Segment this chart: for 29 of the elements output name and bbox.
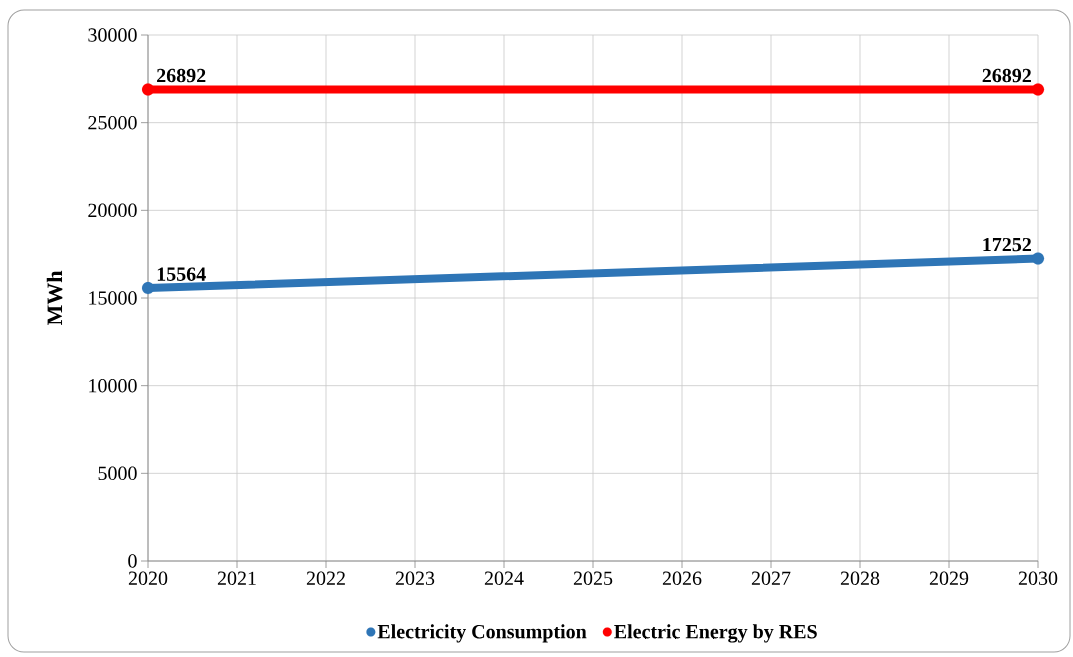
x-tick-label: 2020: [128, 571, 168, 586]
point: [141, 282, 155, 295]
x-tick-label: 2025: [573, 571, 613, 586]
data-label: 17252: [983, 237, 1031, 252]
data-label: 26892: [157, 68, 206, 83]
x-tick-label: 2026: [662, 571, 702, 586]
legend-label: Electric Energy by RES: [614, 624, 817, 643]
point: [1031, 83, 1045, 96]
y-tick-label: 5000: [98, 466, 137, 481]
y-tick-label: 15000: [89, 291, 137, 305]
y-tick-label: 30000: [88, 28, 137, 42]
y-tick-label: 0: [128, 554, 137, 568]
y-tick-label: 10000: [89, 378, 137, 393]
x-tick-label: 2024: [484, 571, 524, 586]
x-tick-label: 2028: [840, 571, 880, 586]
x-tick-label: 2029: [929, 571, 969, 586]
data-label: 15564: [157, 267, 206, 281]
point: [141, 83, 155, 96]
x-tick-label: 2021: [217, 571, 256, 586]
y-axis-title: MWh: [46, 270, 63, 326]
x-tick-label: 2027: [751, 571, 791, 586]
x-tick-label: 2030: [1018, 571, 1058, 586]
point: [1031, 252, 1045, 265]
data-label: 26892: [982, 68, 1031, 83]
y-tick-label: 25000: [88, 115, 137, 130]
y-tick-label: 20000: [88, 203, 137, 218]
legend-label: Electricity Consumption: [377, 624, 587, 643]
x-tick-label: 2023: [395, 571, 435, 586]
x-tick-label: 2022: [306, 571, 345, 586]
